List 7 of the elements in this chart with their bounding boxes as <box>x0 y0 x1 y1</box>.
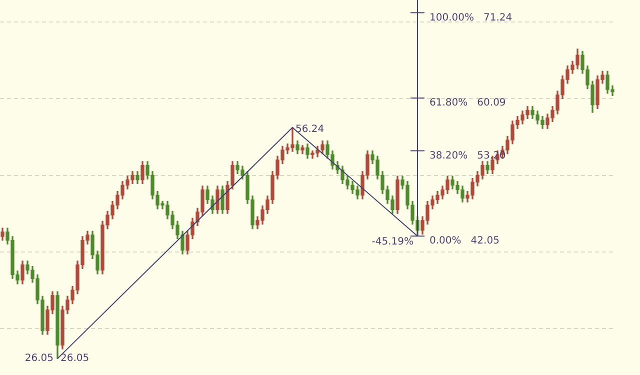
ref-line-label: 0.00% 42.05 <box>430 236 500 247</box>
ref-line-label: 61.80% 60.09 <box>430 98 506 109</box>
annotation: -45.19% <box>372 236 414 248</box>
annotation: 26.05 <box>60 353 90 364</box>
ref-line-label: 100.00% 71.24 <box>430 12 512 24</box>
annotation: 26.05 <box>24 353 54 364</box>
annotation: 56.24 <box>296 124 324 136</box>
